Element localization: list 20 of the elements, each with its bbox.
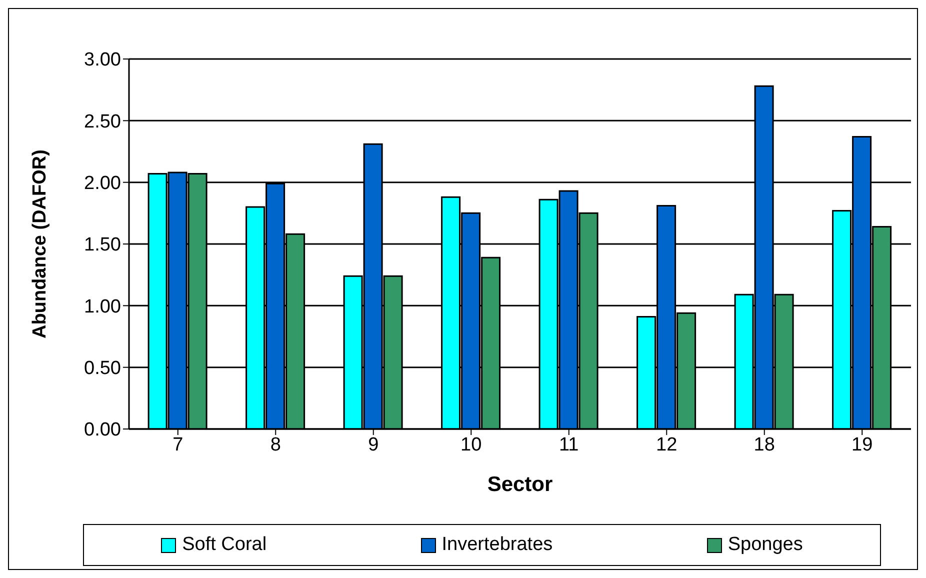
- y-tick-label: 0.00: [84, 420, 121, 441]
- y-tick-label: 2.00: [84, 173, 121, 194]
- legend-label: Invertebrates: [442, 534, 553, 556]
- y-tick-label: 1.00: [84, 296, 121, 318]
- x-tick-label: 9: [368, 434, 379, 456]
- x-tick-label: 12: [656, 434, 678, 456]
- y-tick-label: 3.00: [84, 50, 121, 71]
- x-tick-label: 7: [172, 434, 184, 456]
- x-tick-label: 11: [559, 434, 579, 456]
- x-tick-label: 18: [754, 434, 775, 456]
- legend-label: Soft Coral: [182, 534, 267, 556]
- legend-label: Sponges: [728, 534, 803, 556]
- x-axis-title: Sector: [487, 473, 553, 496]
- x-tick-label: 10: [460, 434, 482, 456]
- y-tick-label: 1.50: [84, 234, 121, 256]
- x-tick-label: 8: [270, 434, 281, 456]
- x-tick-label: 19: [852, 434, 873, 456]
- y-tick-label: 2.50: [84, 111, 121, 132]
- y-tick-label: 0.50: [84, 358, 121, 380]
- y-axis-title: Abundance (DAFOR): [30, 150, 51, 338]
